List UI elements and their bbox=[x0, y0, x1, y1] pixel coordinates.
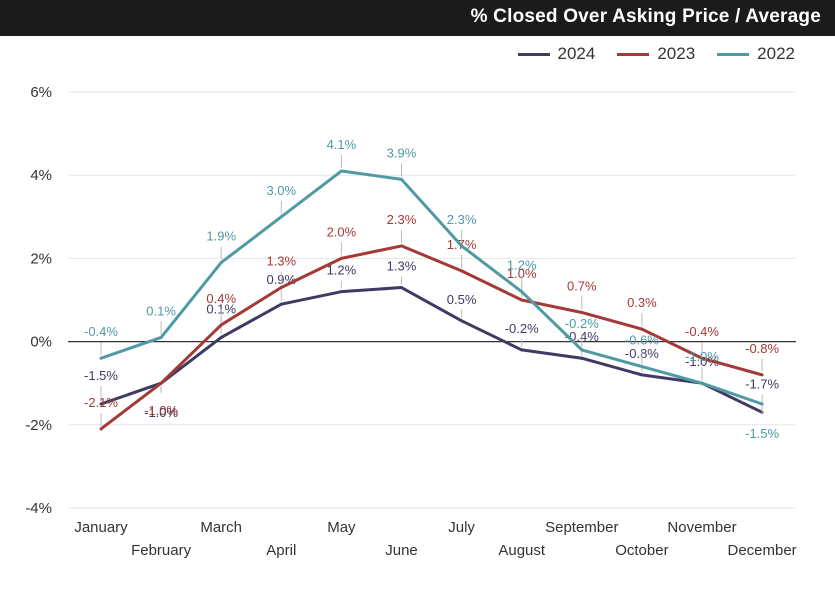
data-point-2023 bbox=[460, 269, 464, 273]
data-point-2023 bbox=[219, 323, 223, 327]
data-label-2023: -2.1% bbox=[84, 395, 118, 410]
data-label-2022: 4.1% bbox=[327, 137, 357, 152]
data-label-2024: 1.2% bbox=[327, 263, 357, 278]
x-tick-label: February bbox=[131, 542, 192, 559]
x-tick-label: July bbox=[448, 519, 475, 536]
data-label-2024: 1.3% bbox=[387, 259, 417, 274]
y-tick-label: 4% bbox=[30, 167, 52, 184]
data-point-2023 bbox=[520, 298, 524, 302]
data-point-2023 bbox=[640, 327, 644, 331]
series-line-2024 bbox=[100, 286, 763, 414]
x-tick-label: May bbox=[327, 519, 356, 536]
data-point-2024 bbox=[640, 373, 644, 377]
chart-legend: 2024 2023 2022 bbox=[517, 44, 795, 64]
legend-label-2024: 2024 bbox=[557, 44, 596, 63]
series-line-2023 bbox=[100, 244, 763, 431]
data-point-2023 bbox=[760, 373, 764, 377]
legend-swatch-2022 bbox=[717, 52, 750, 56]
data-point-2022 bbox=[219, 261, 223, 265]
data-label-2022: 1.2% bbox=[507, 258, 537, 273]
data-label-2022: 1.9% bbox=[206, 229, 236, 244]
series-line-2022 bbox=[100, 169, 763, 406]
data-label-2023: -0.4% bbox=[685, 324, 719, 339]
data-label-2022: -0.6% bbox=[625, 333, 659, 348]
data-point-2022 bbox=[460, 244, 464, 248]
data-label-2022: -1.0% bbox=[685, 349, 719, 364]
data-label-2024: 0.1% bbox=[206, 301, 236, 316]
data-point-2023 bbox=[580, 310, 584, 314]
data-point-2024 bbox=[460, 319, 464, 323]
data-label-2023: 2.3% bbox=[387, 212, 417, 227]
data-point-2024 bbox=[520, 348, 524, 352]
x-tick-label: October bbox=[615, 542, 668, 559]
legend-item-2023[interactable]: 2023 bbox=[617, 44, 695, 64]
data-point-2022 bbox=[99, 356, 103, 360]
y-tick-label: -2% bbox=[25, 417, 52, 434]
x-tick-label: April bbox=[266, 542, 296, 559]
data-point-2024 bbox=[580, 356, 584, 360]
x-tick-label: August bbox=[498, 542, 546, 559]
x-tick-label: September bbox=[545, 519, 618, 536]
legend-swatch-2023 bbox=[617, 52, 650, 56]
x-tick-label: January bbox=[74, 519, 128, 536]
data-label-2024: 0.5% bbox=[447, 292, 477, 307]
y-tick-label: 0% bbox=[30, 334, 52, 351]
data-point-2024 bbox=[99, 402, 103, 406]
data-point-2022 bbox=[580, 348, 584, 352]
data-label-2022: -1.5% bbox=[745, 426, 779, 441]
data-label-2022: -0.4% bbox=[84, 324, 118, 339]
data-label-2023: 1.3% bbox=[266, 254, 296, 269]
data-point-2024 bbox=[219, 335, 223, 339]
data-label-2024: -0.2% bbox=[505, 321, 539, 336]
data-point-2023 bbox=[400, 244, 403, 248]
legend-item-2022[interactable]: 2022 bbox=[717, 44, 795, 64]
data-point-2023 bbox=[159, 381, 163, 385]
data-point-2023 bbox=[279, 286, 283, 290]
chart-title: % Closed Over Asking Price / Average bbox=[470, 6, 821, 27]
data-label-2024: -1.0% bbox=[685, 354, 719, 369]
data-label-2023: -1.0% bbox=[144, 403, 178, 418]
data-label-2022: 3.9% bbox=[387, 145, 417, 160]
legend-item-2024[interactable]: 2024 bbox=[517, 44, 596, 64]
data-point-2022 bbox=[520, 290, 524, 294]
data-point-2022 bbox=[159, 335, 163, 339]
data-label-2023: 2.0% bbox=[327, 224, 357, 239]
data-point-2024 bbox=[339, 290, 343, 294]
x-tick-label: November bbox=[667, 519, 736, 536]
legend-label-2023: 2023 bbox=[657, 44, 696, 63]
data-label-2023: 1.0% bbox=[507, 266, 537, 281]
y-tick-label: -4% bbox=[25, 500, 52, 517]
data-label-2022: 2.3% bbox=[447, 212, 477, 227]
data-label-2022: 0.1% bbox=[146, 303, 176, 318]
data-point-2024 bbox=[279, 302, 283, 306]
data-label-2024: -1.0% bbox=[144, 405, 178, 420]
data-point-2023 bbox=[700, 356, 704, 360]
y-tick-label: 2% bbox=[30, 250, 52, 267]
data-point-2022 bbox=[400, 177, 403, 181]
data-point-2022 bbox=[339, 169, 343, 173]
x-tick-label: March bbox=[200, 519, 242, 536]
data-label-2022: -0.2% bbox=[565, 316, 599, 331]
y-tick-label: 6% bbox=[30, 84, 52, 101]
x-tick-label: June bbox=[385, 542, 418, 559]
data-point-2022 bbox=[279, 215, 283, 219]
data-label-2024: -1.5% bbox=[84, 368, 118, 383]
data-point-2022 bbox=[760, 402, 764, 406]
x-tick-label: December bbox=[727, 542, 796, 559]
data-point-2024 bbox=[400, 286, 403, 290]
data-label-2023: 0.7% bbox=[567, 278, 597, 293]
legend-label-2022: 2022 bbox=[757, 44, 795, 63]
data-point-2022 bbox=[640, 365, 644, 369]
data-label-2024: -1.7% bbox=[745, 376, 779, 391]
data-point-2023 bbox=[99, 427, 103, 431]
data-label-2022: 3.0% bbox=[266, 183, 296, 198]
data-point-2022 bbox=[700, 381, 704, 385]
data-point-2023 bbox=[339, 256, 343, 260]
data-label-2023: -0.8% bbox=[745, 341, 779, 356]
data-label-2023: 0.4% bbox=[206, 291, 236, 306]
chart-header: % Closed Over Asking Price / Average bbox=[0, 0, 835, 36]
data-label-2023: 0.3% bbox=[627, 295, 657, 310]
legend-swatch-2024 bbox=[517, 52, 550, 56]
